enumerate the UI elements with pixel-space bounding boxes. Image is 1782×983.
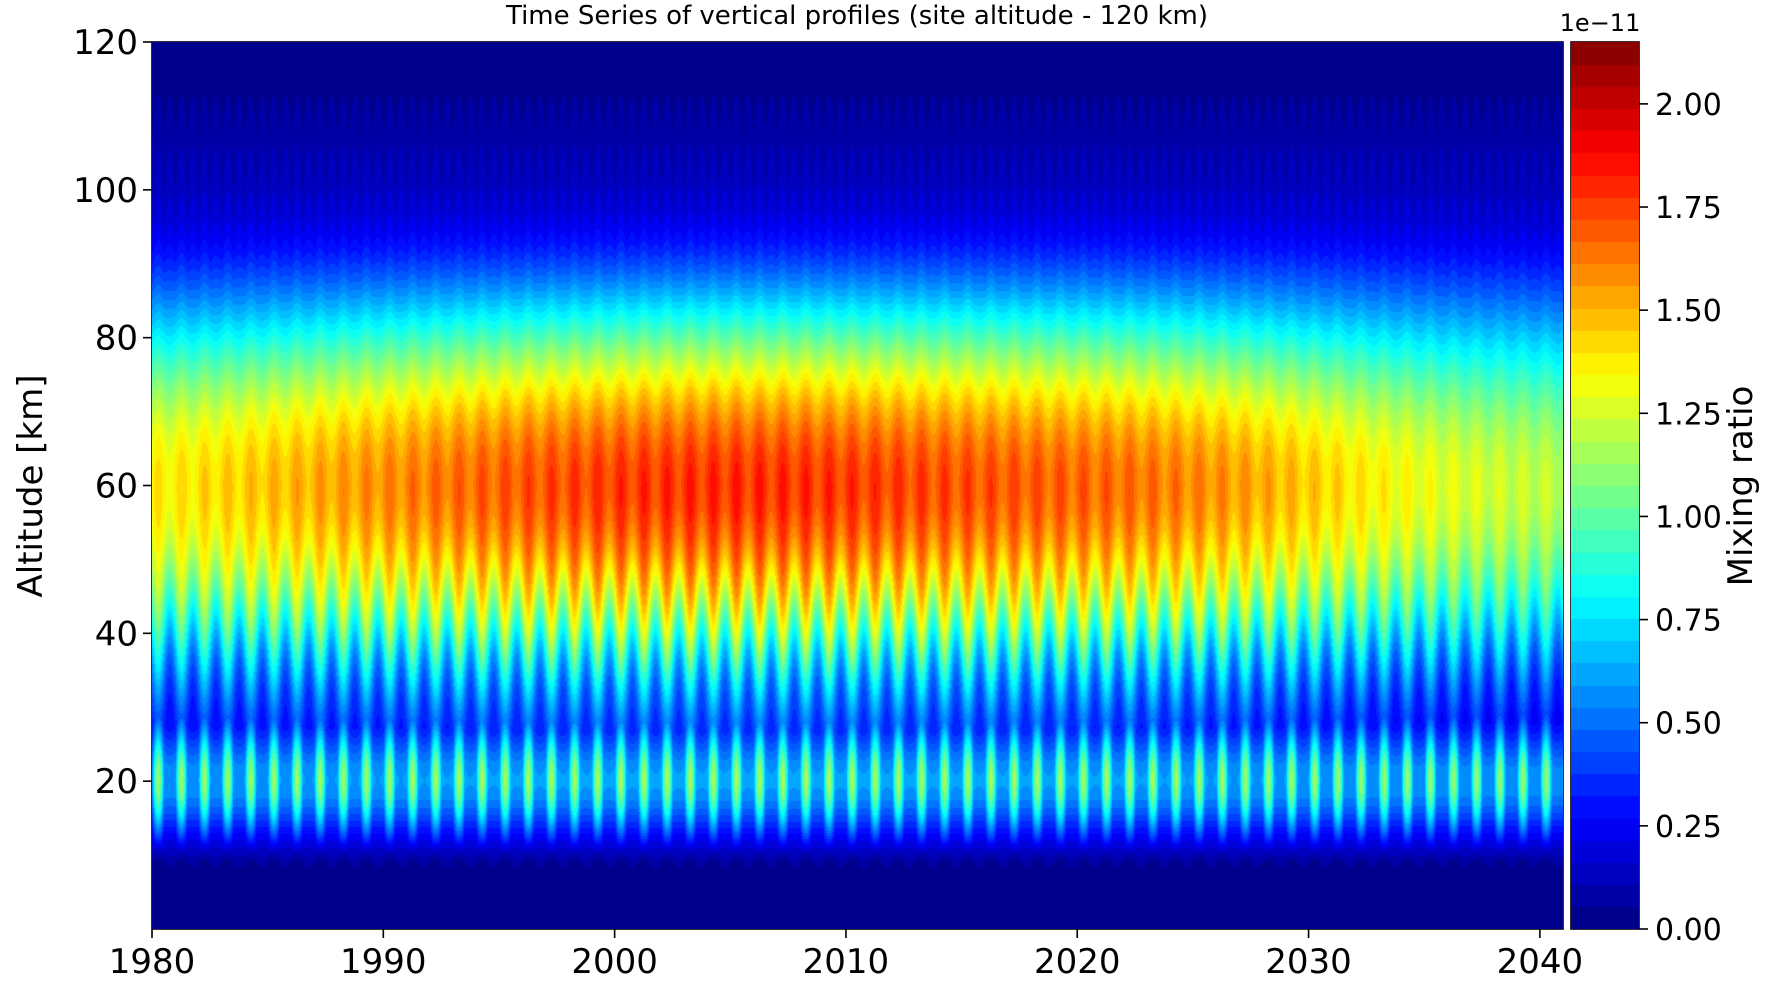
x-tick-label: 2000 [571,942,658,982]
colorbar-tick-label: 1.50 [1655,294,1722,329]
colorbar-tick-label: 1.25 [1655,397,1722,432]
x-tick-label: 2010 [803,942,890,982]
y-tick-label: 40 [95,614,138,654]
y-tick-label: 60 [95,467,138,507]
colorbar-ticks: 0.00 0.25 0.50 0.75 1.00 1.25 1.50 1.75 2.00 [1639,88,1722,948]
colorbar-tick-label: 1.00 [1655,500,1722,535]
x-tick-label: 2030 [1265,942,1352,982]
y-tick-label: 100 [73,171,138,211]
colorbar [1571,42,1639,929]
colorbar-tick-label: 0.75 [1655,604,1722,639]
y-axis: 20 40 60 80 100 120 [73,23,152,802]
colorbar-tick-label: 0.25 [1655,810,1722,845]
colorbar-tick-label: 0.50 [1655,707,1722,742]
y-tick-label: 80 [95,319,138,359]
y-axis-label: Altitude [km] [11,374,51,597]
colorbar-scale-label: 1e−11 [1560,9,1641,37]
colorbar-tick-label: 0.00 [1655,913,1722,948]
colorbar-tick-label: 2.00 [1655,88,1722,123]
x-tick-label: 2020 [1034,942,1121,982]
x-tick-label: 2040 [1497,942,1584,982]
colorbar-label: Mixing ratio [1721,386,1761,587]
heatmap-plot [152,42,1563,929]
x-axis: 1980 1990 2000 2010 2020 2030 2040 [109,929,1583,982]
y-tick-label: 20 [95,762,138,802]
chart-title: Time Series of vertical profiles (site a… [505,1,1208,31]
x-tick-label: 1980 [109,942,196,982]
colorbar-tick-label: 1.75 [1655,191,1722,226]
x-tick-label: 1990 [340,942,427,982]
y-tick-label: 120 [73,23,138,63]
